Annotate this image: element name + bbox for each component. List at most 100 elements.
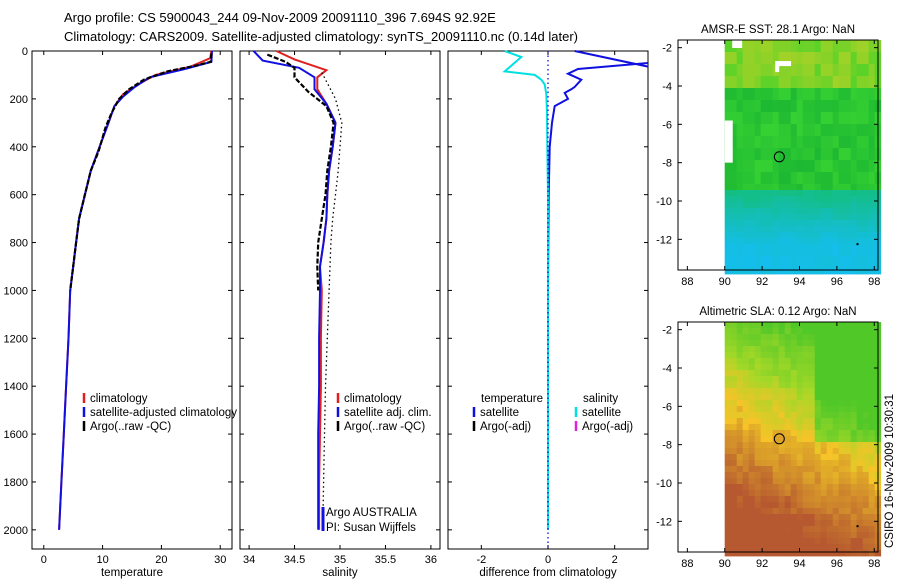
map-tile (856, 160, 864, 167)
map-tile (748, 64, 756, 71)
map-tile (760, 82, 768, 89)
map-tile (766, 106, 774, 113)
map-tile (808, 256, 816, 263)
difference-profile-panel (447, 50, 649, 550)
map-tile (724, 550, 732, 557)
map-tile (778, 448, 786, 455)
map-tile (802, 370, 810, 377)
map-tile (748, 412, 756, 419)
map-tile (838, 424, 846, 431)
map-tile (838, 172, 846, 179)
map-tile (844, 448, 852, 455)
y-tick-label: 1600 (4, 429, 28, 441)
map-tile (868, 148, 876, 155)
x-tick-label: 98 (868, 558, 880, 570)
map-tile (832, 232, 840, 239)
map-tile (772, 346, 780, 353)
map-tile (844, 172, 852, 179)
map-tile (826, 112, 834, 119)
map-tile (754, 244, 762, 251)
map-tile (826, 58, 834, 65)
map-tile (832, 424, 840, 431)
map-tile (856, 268, 864, 275)
map-tile (760, 538, 768, 545)
map-tile (862, 460, 870, 467)
map-tile (754, 58, 762, 65)
map-tile (832, 484, 840, 491)
map-tile (790, 334, 798, 341)
map-tile (760, 262, 768, 269)
map-tile (796, 76, 804, 83)
map-tile (754, 88, 762, 95)
map-tile (868, 190, 876, 197)
map-tile (778, 268, 786, 275)
map-tile (748, 40, 756, 47)
map-tile (772, 40, 780, 47)
map-tile (784, 514, 792, 521)
map-tile (868, 262, 876, 269)
map-tile (826, 406, 834, 413)
map-tile (814, 214, 822, 221)
map-tile (748, 388, 756, 395)
map-tile (856, 64, 864, 71)
map-tile (766, 406, 774, 413)
map-tile (862, 334, 870, 341)
map-tile (826, 100, 834, 107)
map-tile (772, 94, 780, 101)
map-tile (742, 52, 750, 59)
map-tile (850, 118, 858, 125)
map-tile (754, 328, 762, 335)
map-tile (754, 130, 762, 137)
map-tile (772, 448, 780, 455)
map-tile (784, 364, 792, 371)
map-tile (856, 484, 864, 491)
map-tile (820, 544, 828, 551)
map-tile (832, 346, 840, 353)
map-tile (832, 58, 840, 65)
map-tile (820, 532, 828, 539)
map-tile (742, 526, 750, 533)
map-tile (724, 460, 732, 467)
map-tile (862, 322, 870, 329)
map-tile (868, 502, 876, 509)
map-tile (736, 184, 744, 191)
map-tile (868, 430, 876, 437)
map-tile (790, 124, 798, 131)
climatology-title: Climatology: CARS2009. Satellite-adjuste… (64, 29, 579, 44)
map-tile (742, 82, 750, 89)
map-tile (730, 436, 738, 443)
map-tile (844, 250, 852, 257)
map-tile (760, 550, 768, 557)
map-tile (748, 538, 756, 545)
map-tile (826, 538, 834, 545)
map-tile (850, 76, 858, 83)
map-tile (814, 190, 822, 197)
map-tile (868, 184, 876, 191)
map-tile (844, 358, 852, 365)
map-tile (868, 106, 876, 113)
map-tile (724, 520, 732, 527)
map-tile (784, 400, 792, 407)
map-tile (862, 94, 870, 101)
map-tile (826, 352, 834, 359)
map-tile (868, 238, 876, 245)
map-tile (730, 484, 738, 491)
map-tile (868, 244, 876, 251)
map-tile (850, 70, 858, 77)
map-tile (850, 154, 858, 161)
map-tile (772, 418, 780, 425)
map-tile (760, 154, 768, 161)
map-tile (814, 106, 822, 113)
map-tile (832, 466, 840, 473)
map-tile (808, 244, 816, 251)
map-tile (790, 244, 798, 251)
map-tile (820, 70, 828, 77)
map-tile (820, 490, 828, 497)
map-tile (868, 424, 876, 431)
map-tile (874, 550, 882, 557)
map-tile (760, 256, 768, 263)
map-tile (802, 400, 810, 407)
map-tile (778, 394, 786, 401)
map-tile (748, 490, 756, 497)
map-tile (808, 340, 816, 347)
